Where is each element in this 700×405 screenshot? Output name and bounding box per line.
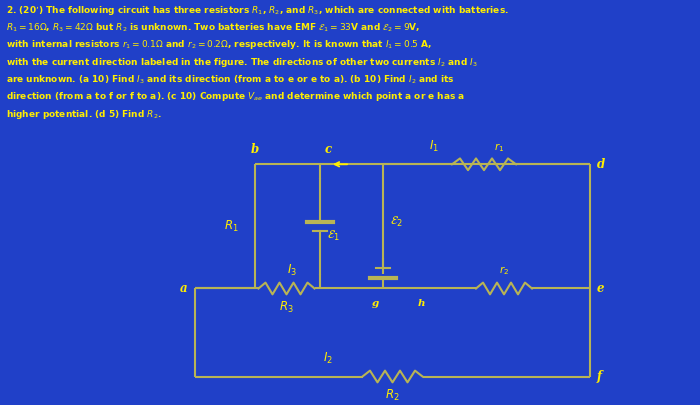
Text: $r_1$: $r_1$ — [494, 141, 504, 153]
Text: $I_2$: $I_2$ — [323, 351, 332, 366]
Text: $r_2$: $r_2$ — [499, 264, 509, 277]
Text: $\mathcal{E}_1$: $\mathcal{E}_1$ — [327, 229, 340, 243]
Text: g: g — [372, 299, 379, 308]
Text: $I_3$: $I_3$ — [286, 262, 297, 278]
Text: d: d — [597, 158, 606, 171]
Text: a: a — [179, 282, 187, 295]
Text: b: b — [251, 143, 259, 156]
Text: $I_1$: $I_1$ — [429, 139, 439, 153]
Text: c: c — [325, 143, 332, 156]
Text: f: f — [597, 370, 602, 383]
Text: h: h — [417, 299, 425, 308]
Text: $\mathcal{E}_2$: $\mathcal{E}_2$ — [390, 215, 403, 228]
Text: $R_1$: $R_1$ — [225, 219, 239, 234]
Text: 2. (20’) The following circuit has three resistors $R_1$, $R_2$, and $R_3$, whic: 2. (20’) The following circuit has three… — [6, 4, 509, 121]
Text: e: e — [597, 282, 605, 295]
Text: $R_3$: $R_3$ — [279, 300, 294, 315]
Text: $R_2$: $R_2$ — [385, 388, 400, 403]
